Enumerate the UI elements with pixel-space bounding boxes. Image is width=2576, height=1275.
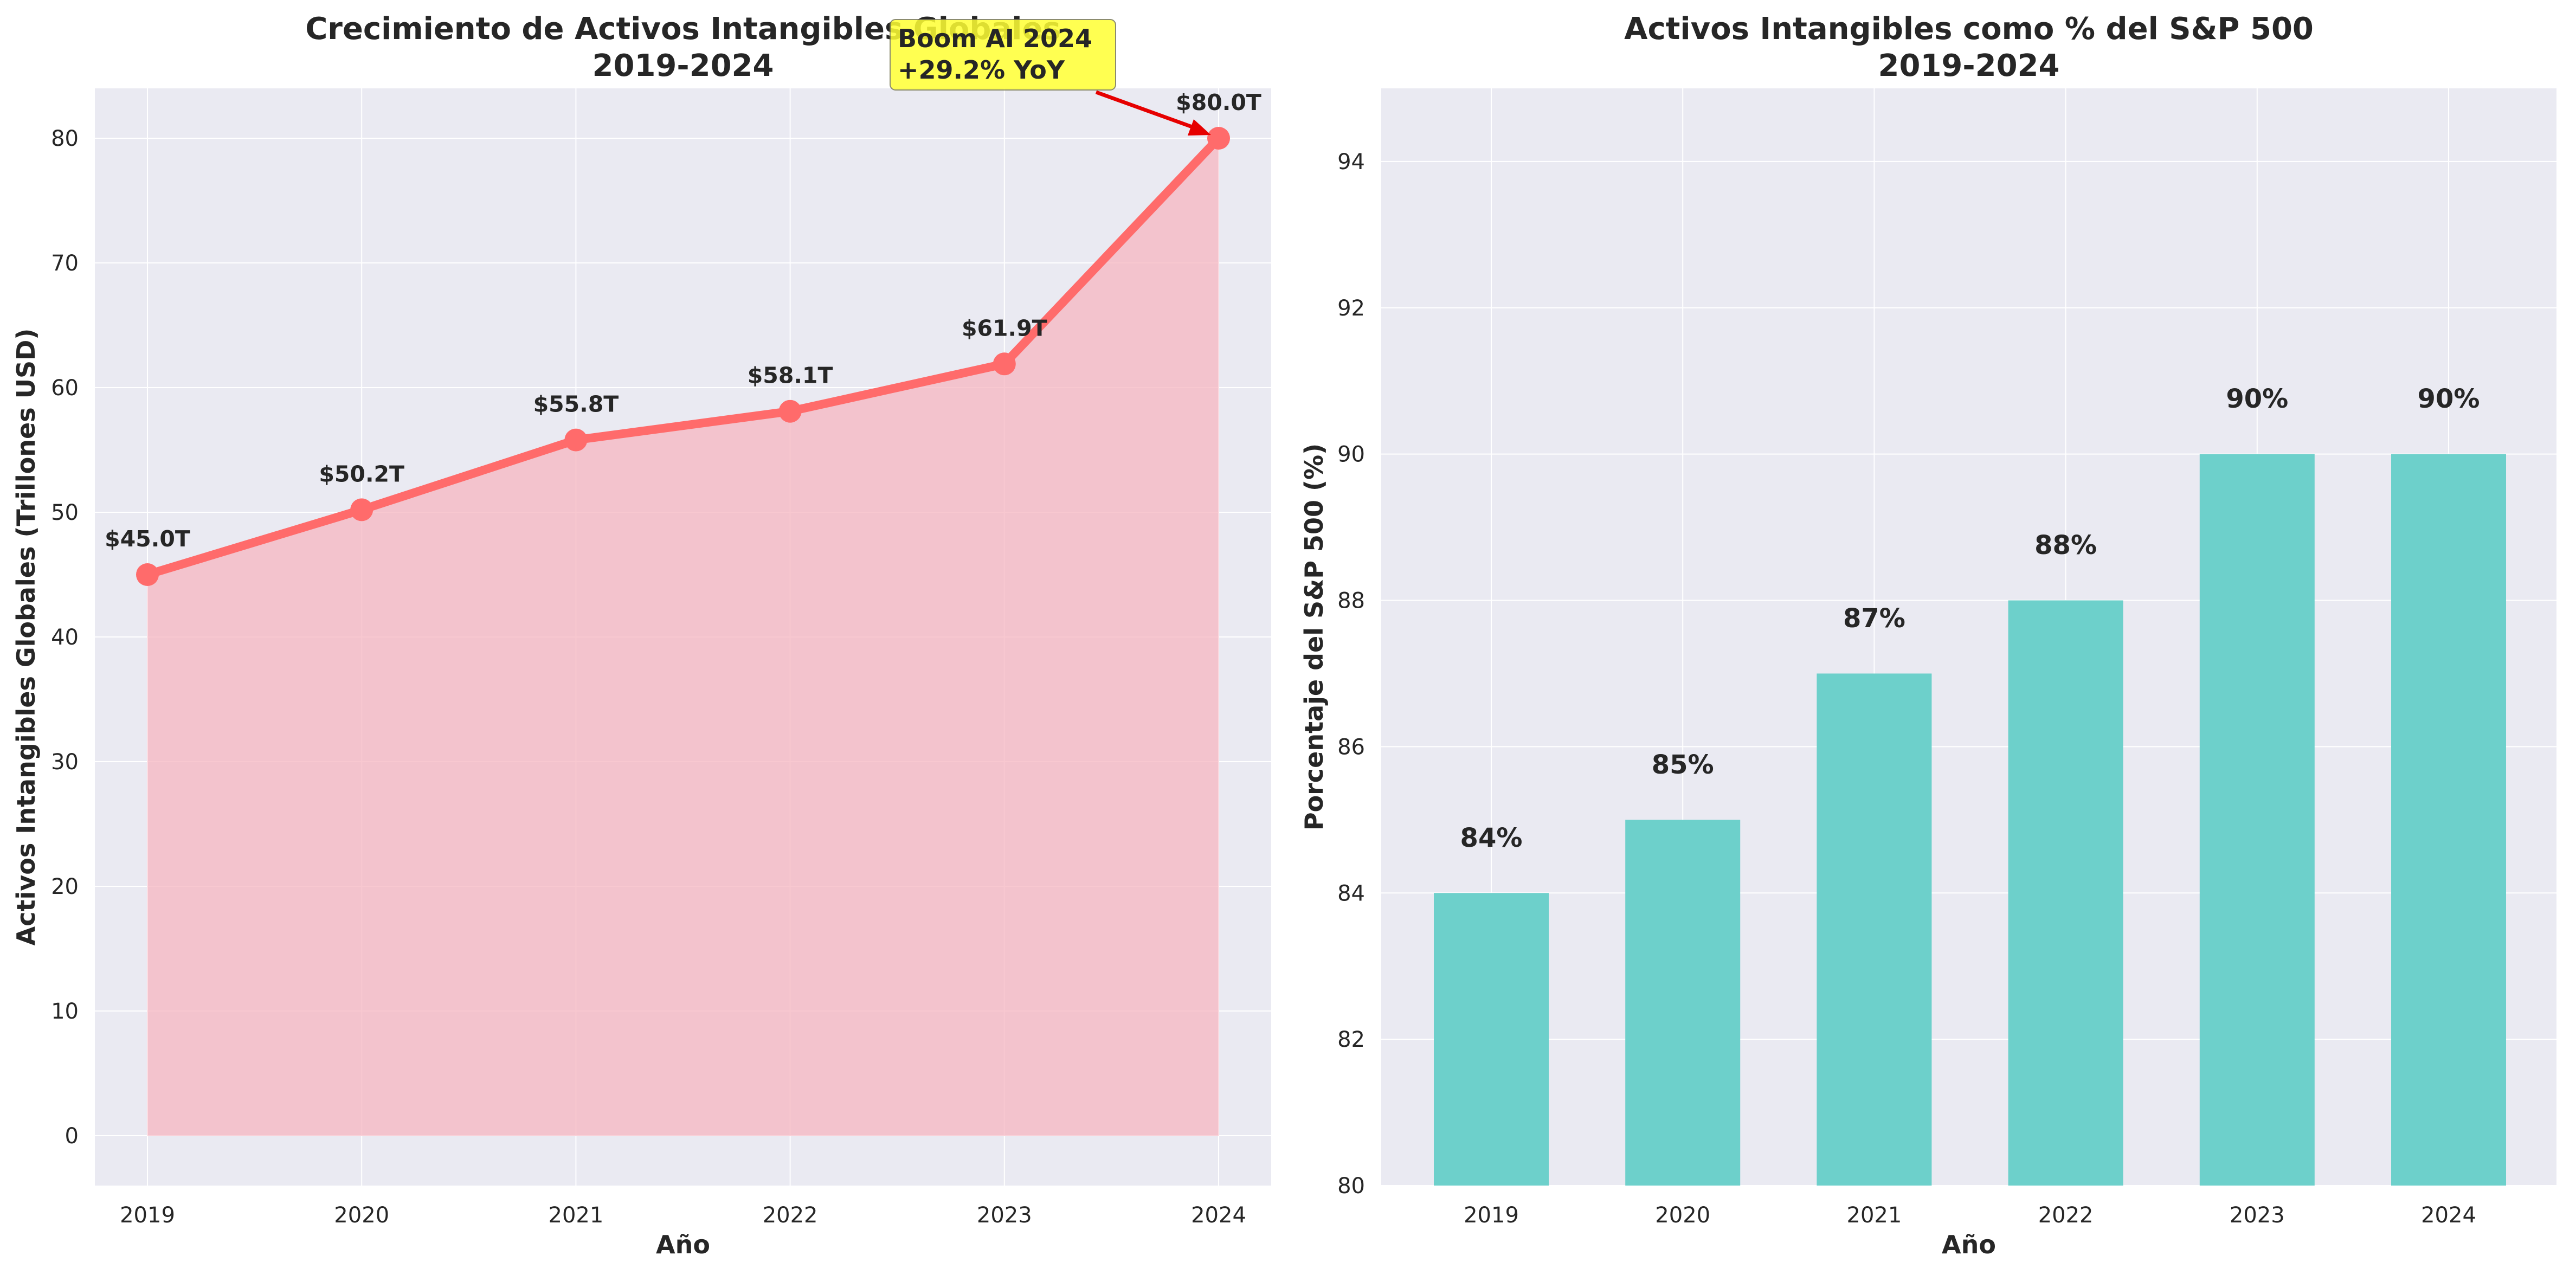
x-axis-label: Año [1942, 1230, 1996, 1259]
bar [1625, 820, 1741, 1186]
y-tick-label: 10 [51, 999, 79, 1024]
data-labels: $45.0T $50.2T $55.8T $58.1T $61.9T $80.0T [105, 89, 1261, 552]
x-tick-labels: 2019 2020 2021 2022 2023 2024 [1464, 1203, 2476, 1228]
data-label: $80.0T [1176, 89, 1261, 115]
data-point [564, 428, 588, 452]
data-label: 90% [2226, 384, 2288, 414]
data-point [350, 498, 373, 521]
bar [2199, 454, 2315, 1186]
data-label: 87% [1843, 603, 1905, 634]
data-label: $58.1T [748, 363, 833, 389]
x-tick-label: 2019 [120, 1203, 175, 1228]
y-tick-label: 0 [65, 1124, 79, 1149]
x-tick-label: 2024 [1191, 1203, 1246, 1228]
x-tick-label: 2020 [334, 1203, 389, 1228]
y-tick-label: 86 [1337, 735, 1365, 759]
series-points [136, 127, 1230, 586]
data-label: 88% [2034, 530, 2097, 561]
area-fill [147, 138, 1219, 1136]
y-tick-label: 92 [1337, 296, 1365, 321]
bar [2008, 600, 2123, 1186]
data-label: 85% [1652, 750, 1714, 780]
x-tick-label: 2024 [2421, 1203, 2476, 1228]
x-tick-labels: 2019 2020 2021 2022 2023 2024 [120, 1203, 1246, 1228]
x-tick-label: 2023 [977, 1203, 1032, 1228]
annotation-text: Boom AI 2024 +29.2% YoY [898, 24, 1092, 85]
data-point [1207, 127, 1230, 150]
data-label: $61.9T [962, 315, 1047, 341]
data-point [993, 352, 1016, 376]
x-tick-label: 2019 [1464, 1203, 1519, 1228]
bar [1817, 673, 1932, 1186]
x-tick-label: 2020 [1655, 1203, 1710, 1228]
data-point [136, 563, 159, 586]
y-tick-label: 70 [51, 251, 79, 276]
x-tick-label: 2022 [2038, 1203, 2094, 1228]
x-tick-label: 2021 [549, 1203, 604, 1228]
y-tick-label: 60 [51, 376, 79, 401]
area-chart-panel: $45.0T $50.2T $55.8T $58.1T $61.9T $80.0T 0 10… [11, 11, 1271, 1259]
annotation-box [890, 19, 1116, 91]
y-tick-label: 50 [51, 500, 79, 525]
data-labels: 84% 85% 87% 88% 90% 90% [1460, 384, 2480, 853]
y-tick-label: 90 [1337, 442, 1365, 467]
x-tick-label: 2023 [2230, 1203, 2285, 1228]
data-label: 90% [2418, 384, 2480, 414]
y-tick-label: 20 [51, 874, 79, 899]
annotation-arrowhead [1187, 119, 1211, 136]
annotation: Boom AI 2024 +29.2% YoY [890, 19, 1211, 136]
data-label: $50.2T [319, 461, 404, 487]
data-label: $55.8T [533, 391, 619, 417]
y-tick-label: 30 [51, 750, 79, 775]
x-axis-label: Año [656, 1230, 710, 1259]
y-tick-label: 80 [1337, 1174, 1365, 1199]
y-tick-label: 94 [1337, 150, 1365, 175]
bar [2391, 454, 2506, 1186]
bars [1434, 454, 2506, 1186]
y-axis-label: Activos Intangibles Globales (Trillones … [11, 329, 41, 946]
plot-background [1381, 88, 2556, 1186]
y-tick-labels: 80 82 84 86 88 90 92 94 [1337, 150, 1365, 1199]
annotation-arrow [1095, 90, 1199, 131]
y-tick-label: 80 [51, 126, 79, 151]
y-axis-label: Porcentaje del S&P 500 (%) [1299, 443, 1329, 830]
x-tick-label: 2021 [1847, 1203, 1902, 1228]
data-point [778, 400, 802, 423]
bar [1434, 893, 1549, 1186]
x-tick-label: 2022 [763, 1203, 818, 1228]
y-tick-label: 84 [1337, 881, 1365, 906]
y-tick-label: 88 [1337, 589, 1365, 614]
data-label: 84% [1460, 823, 1523, 853]
bar-chart-panel: 84% 85% 87% 88% 90% 90% 80 82 84 86 88 90 92 94 2019… [1299, 11, 2556, 1259]
data-label: $45.0T [105, 526, 190, 552]
y-tick-label: 82 [1337, 1027, 1365, 1052]
chart-title: Activos Intangibles como % del S&P 500 20… [1624, 11, 2314, 83]
y-tick-label: 40 [51, 625, 79, 650]
series-line [143, 134, 1223, 579]
y-tick-labels: 0 10 20 30 40 50 60 70 80 [51, 126, 79, 1149]
